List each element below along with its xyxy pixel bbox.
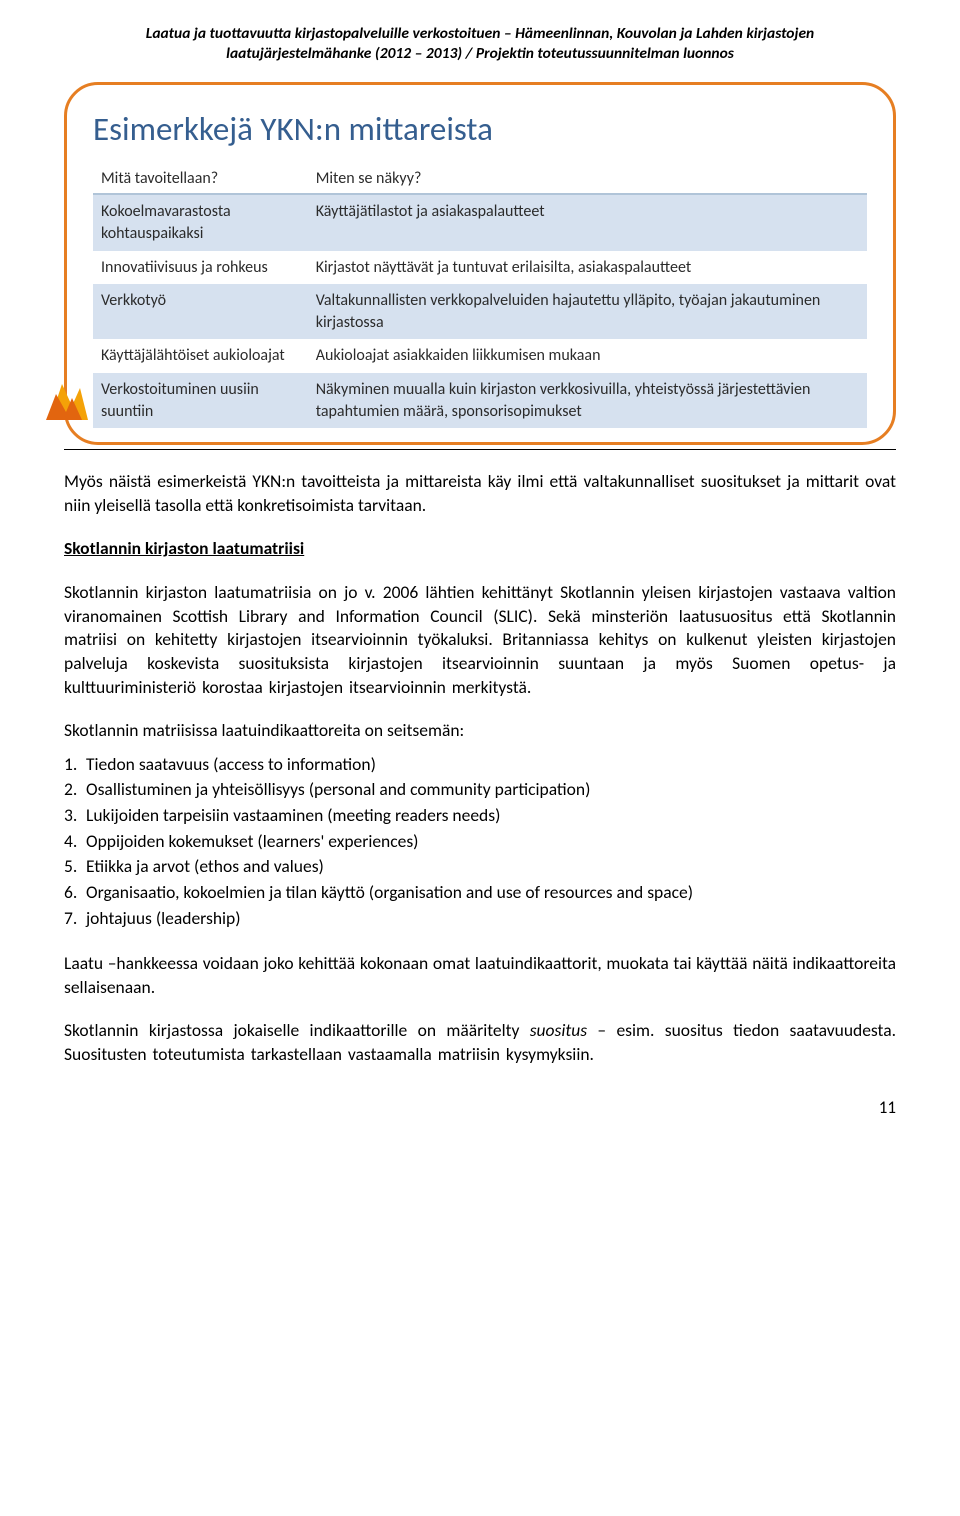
slide-title: Esimerkkejä YKN:n mittareista	[93, 107, 867, 152]
cell: Aukioloajat asiakkaiden liikkumisen muka…	[308, 339, 867, 373]
list-item: 6.Organisaatio, kokoelmien ja tilan käyt…	[64, 881, 896, 905]
flame-icon	[41, 376, 93, 424]
header-line-2: laatujärjestelmähanke (2012 – 2013) / Pr…	[226, 44, 734, 63]
table-row: Kokoelmavarastosta kohtauspaikaksi Käytt…	[93, 194, 867, 250]
list-item: 3.Lukijoiden tarpeisiin vastaaminen (mee…	[64, 804, 896, 828]
table-row: Verkkotyö Valtakunnallisten verkkopalvel…	[93, 284, 867, 339]
list-item: 5.Etiikka ja arvot (ethos and values)	[64, 855, 896, 879]
cell: Verkkotyö	[93, 284, 308, 339]
slide-container: Esimerkkejä YKN:n mittareista Mitä tavoi…	[64, 82, 896, 445]
slide-bottom-rule	[64, 449, 896, 450]
slide-table: Mitä tavoitellaan? Miten se näkyy? Kokoe…	[93, 164, 867, 428]
running-header: Laatua ja tuottavuutta kirjastopalveluil…	[64, 24, 896, 64]
col-header-1: Mitä tavoitellaan?	[93, 164, 308, 195]
cell: Kirjastot näyttävät ja tuntuvat erilaisi…	[308, 251, 867, 285]
list-item: 7.johtajuus (leadership)	[64, 907, 896, 931]
cell: Kokoelmavarastosta kohtauspaikaksi	[93, 194, 308, 250]
table-row: Verkostoituminen uusiin suuntiin Näkymin…	[93, 373, 867, 428]
paragraph: Skotlannin kirjaston laatumatriisia on j…	[64, 581, 896, 699]
cell: Valtakunnallisten verkkopalveluiden haja…	[308, 284, 867, 339]
list-intro: Skotlannin matriisissa laatuindikaattore…	[64, 719, 896, 743]
paragraph: Skotlannin kirjastossa jokaiselle indika…	[64, 1019, 896, 1066]
cell: Käyttäjätilastot ja asiakaspalautteet	[308, 194, 867, 250]
emphasis: suositus	[530, 1019, 587, 1041]
page-number: 11	[64, 1097, 896, 1120]
paragraph: Myös näistä esimerkeistä YKN:n tavoittei…	[64, 470, 896, 517]
list-item: 2.Osallistuminen ja yhteisöllisyys (pers…	[64, 778, 896, 802]
cell: Näkyminen muualla kuin kirjaston verkkos…	[308, 373, 867, 428]
col-header-2: Miten se näkyy?	[308, 164, 867, 195]
cell: Käyttäjälähtöiset aukioloajat	[93, 339, 308, 373]
list-item: 4.Oppijoiden kokemukset (learners' exper…	[64, 830, 896, 854]
section-heading: Skotlannin kirjaston laatumatriisi	[64, 537, 896, 561]
indicator-list: 1.Tiedon saatavuus (access to informatio…	[64, 753, 896, 930]
header-line-1: Laatua ja tuottavuutta kirjastopalveluil…	[146, 24, 814, 43]
table-row: Käyttäjälähtöiset aukioloajat Aukioloaja…	[93, 339, 867, 373]
list-item: 1.Tiedon saatavuus (access to informatio…	[64, 753, 896, 777]
cell: Verkostoituminen uusiin suuntiin	[93, 373, 308, 428]
cell: Innovatiivisuus ja rohkeus	[93, 251, 308, 285]
paragraph: Laatu –hankkeessa voidaan joko kehittää …	[64, 952, 896, 999]
table-row: Innovatiivisuus ja rohkeus Kirjastot näy…	[93, 251, 867, 285]
